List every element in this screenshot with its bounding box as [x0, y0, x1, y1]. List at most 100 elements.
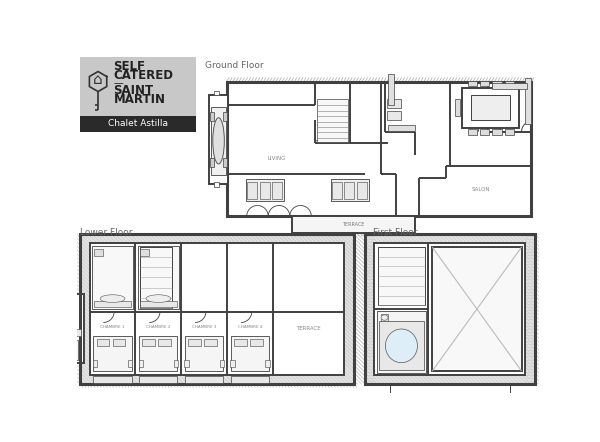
Bar [214, 183, 219, 187]
Bar [471, 95, 510, 120]
Bar [94, 248, 103, 256]
Bar [231, 336, 269, 371]
Bar [223, 158, 227, 167]
Bar [250, 339, 263, 346]
Bar [365, 234, 535, 384]
Bar [524, 78, 531, 124]
Bar [505, 129, 514, 135]
Bar [140, 247, 172, 308]
Bar [223, 111, 227, 121]
Text: SELF: SELF [113, 61, 145, 73]
Bar [455, 99, 460, 116]
Bar [209, 95, 228, 184]
Text: Chalet Astilla: Chalet Astilla [108, 119, 168, 128]
Bar [272, 182, 282, 198]
Bar [113, 339, 125, 346]
Bar [247, 182, 257, 198]
Bar [344, 182, 355, 198]
Bar [388, 74, 394, 105]
Bar [188, 339, 201, 346]
Bar [390, 384, 510, 398]
Bar [139, 359, 143, 367]
Bar [92, 359, 97, 367]
Bar [184, 359, 189, 367]
Text: LIVING: LIVING [268, 156, 286, 161]
Ellipse shape [66, 343, 76, 358]
Bar [227, 81, 531, 216]
Bar [173, 359, 178, 367]
Text: SALON: SALON [472, 187, 490, 192]
Bar [73, 329, 81, 336]
Bar [379, 247, 425, 305]
Bar [138, 246, 179, 309]
Bar [80, 57, 196, 132]
Bar [377, 311, 426, 373]
Bar [97, 339, 109, 346]
Bar [467, 81, 477, 86]
Bar [211, 158, 214, 167]
Bar [94, 377, 131, 383]
Bar [365, 234, 535, 384]
Text: CHAMBRE 1: CHAMBRE 1 [100, 325, 125, 329]
Bar [140, 248, 149, 256]
Bar [246, 179, 284, 201]
Bar [211, 111, 214, 121]
Text: CHAMBRE 2: CHAMBRE 2 [146, 325, 170, 329]
Bar [493, 81, 502, 86]
Bar [185, 336, 223, 371]
Bar [80, 234, 354, 384]
Bar [139, 377, 178, 383]
Bar [89, 243, 344, 375]
Bar [64, 340, 78, 359]
Bar [493, 83, 527, 89]
Bar [467, 129, 477, 135]
Bar [230, 359, 235, 367]
Bar [128, 359, 133, 367]
Bar [185, 377, 223, 383]
Bar [387, 111, 401, 120]
Bar [480, 129, 489, 135]
Text: TERRACE: TERRACE [296, 326, 321, 332]
Bar [432, 247, 521, 371]
Bar [260, 182, 270, 198]
Text: TERRACE: TERRACE [343, 222, 365, 227]
Bar [80, 234, 354, 384]
Ellipse shape [385, 329, 418, 363]
Ellipse shape [381, 315, 388, 320]
Bar [379, 321, 424, 370]
Text: ⌂: ⌂ [93, 72, 103, 88]
Bar [505, 81, 514, 86]
Text: —: — [113, 78, 123, 88]
Bar [231, 377, 269, 383]
Bar [331, 179, 369, 201]
Bar [204, 339, 217, 346]
Bar [94, 301, 131, 307]
Bar [140, 301, 177, 307]
Bar [388, 125, 415, 131]
Bar [92, 246, 133, 309]
Bar [332, 182, 342, 198]
Bar [480, 81, 489, 86]
Bar [64, 329, 72, 336]
Bar [461, 88, 519, 128]
Bar [357, 182, 367, 198]
Text: SAINT: SAINT [113, 84, 154, 97]
Bar [80, 116, 196, 132]
Bar [387, 99, 401, 108]
Text: First Floor: First Floor [373, 228, 418, 237]
Text: CATERED: CATERED [113, 69, 173, 82]
Bar [142, 339, 155, 346]
Text: CHAMBRE 4: CHAMBRE 4 [238, 325, 262, 329]
Ellipse shape [146, 295, 171, 302]
Bar [380, 314, 388, 321]
Bar [292, 216, 415, 233]
Bar [493, 129, 502, 135]
Bar [234, 339, 247, 346]
Bar [265, 359, 270, 367]
Bar [94, 336, 131, 371]
Bar [61, 294, 84, 363]
Text: CHAMBRE 3: CHAMBRE 3 [192, 325, 217, 329]
Bar [374, 243, 526, 375]
Ellipse shape [213, 118, 224, 164]
Text: Lower Floor: Lower Floor [80, 228, 133, 237]
